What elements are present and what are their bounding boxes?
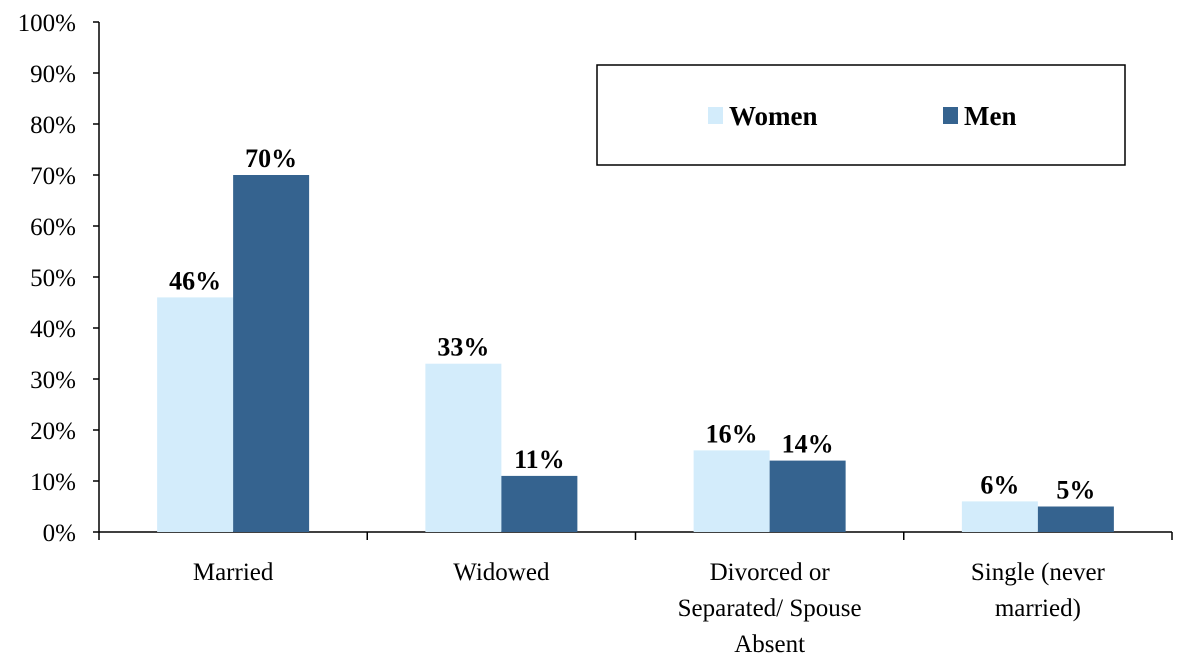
bars <box>157 175 1114 532</box>
x-category-label: Absent <box>734 631 805 658</box>
bar-women-2 <box>693 450 770 532</box>
y-tick-label: 80% <box>30 112 76 139</box>
data-label-men-3: 5% <box>1056 476 1095 505</box>
x-category-label: Widowed <box>453 559 550 586</box>
y-tick-label: 40% <box>30 316 76 343</box>
bar-men-3 <box>1037 506 1114 532</box>
legend-swatch-women <box>708 107 723 124</box>
x-category-label: Single (never <box>971 559 1106 586</box>
x-category-label: Separated/ Spouse <box>678 595 862 622</box>
y-tick-label: 10% <box>30 469 76 496</box>
y-tick-label: 70% <box>30 163 76 190</box>
data-label-men-0: 70% <box>245 144 297 173</box>
data-label-men-1: 11% <box>514 445 565 474</box>
bar-men-2 <box>769 460 846 532</box>
bar-women-1 <box>425 363 502 532</box>
legend-swatch-men <box>943 107 958 124</box>
data-label-women-3: 6% <box>980 470 1019 499</box>
legend-label-women: Women <box>729 101 818 131</box>
x-category-label: Divorced or <box>710 559 831 586</box>
y-tick-label: 50% <box>30 265 76 292</box>
data-labels: 46% 33% 16% 6% 70% 11% 14% 5% <box>169 144 1095 505</box>
data-label-men-2: 14% <box>782 430 834 459</box>
bar-men-1 <box>501 475 578 532</box>
x-category-label: Married <box>193 559 274 586</box>
bar-women-3 <box>961 501 1038 532</box>
y-tick-label: 0% <box>43 520 76 547</box>
bar-women-0 <box>157 297 234 532</box>
data-label-women-2: 16% <box>706 419 758 448</box>
axes: 0% 10% 20% 30% 40% 50% 60% 70% 80% 90% 100% Married… <box>18 10 1173 658</box>
y-tick-label: 60% <box>30 214 76 241</box>
data-label-women-1: 33% <box>437 333 489 362</box>
bar-men-0 <box>233 175 310 532</box>
legend-box <box>596 64 1126 166</box>
y-tick-label: 30% <box>30 367 76 394</box>
y-tick-label: 100% <box>18 10 76 37</box>
data-label-women-0: 46% <box>169 266 221 295</box>
legend: Women Men <box>596 64 1126 166</box>
y-tick-label: 20% <box>30 418 76 445</box>
x-category-label: married) <box>995 595 1081 622</box>
y-tick-label: 90% <box>30 61 76 88</box>
legend-label-men: Men <box>964 101 1016 131</box>
